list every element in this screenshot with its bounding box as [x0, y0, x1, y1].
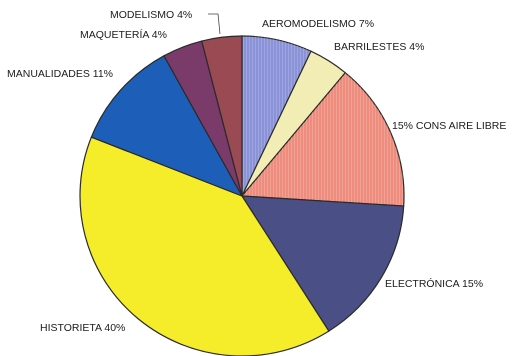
pie-slice: [200, 35, 243, 197]
leader-line: [208, 13, 221, 35]
pie-slice-label: MODELISMO 4%: [110, 9, 192, 21]
pie-slice-hatch: [242, 72, 404, 207]
pie-slice: [240, 195, 405, 332]
pie-slice-label: HISTORIETA 40%: [40, 322, 125, 334]
pie-slice: [79, 136, 330, 356]
pie-slice: [90, 54, 244, 198]
slice-labels: AEROMODELISMO 7% BARRILESTES 4% 15% CONS A…: [7, 9, 506, 334]
pie-slice-label: 15% CONS AIRE LIBRE: [392, 120, 506, 132]
pie-slice-label: MAQUETERÍA 4%: [80, 28, 167, 41]
pie-slice-label: MANUALIDADES 11%: [7, 68, 113, 80]
pie-slice-label: BARRILESTES 4%: [334, 41, 424, 53]
pie-slice-hatch: [242, 36, 311, 196]
pie-slice-label: AEROMODELISMO 7%: [262, 18, 374, 30]
pie-slice-label: ELECTRÓNICA 15%: [385, 277, 483, 290]
pie-slices: [79, 35, 405, 356]
leader-lines: [208, 13, 221, 35]
